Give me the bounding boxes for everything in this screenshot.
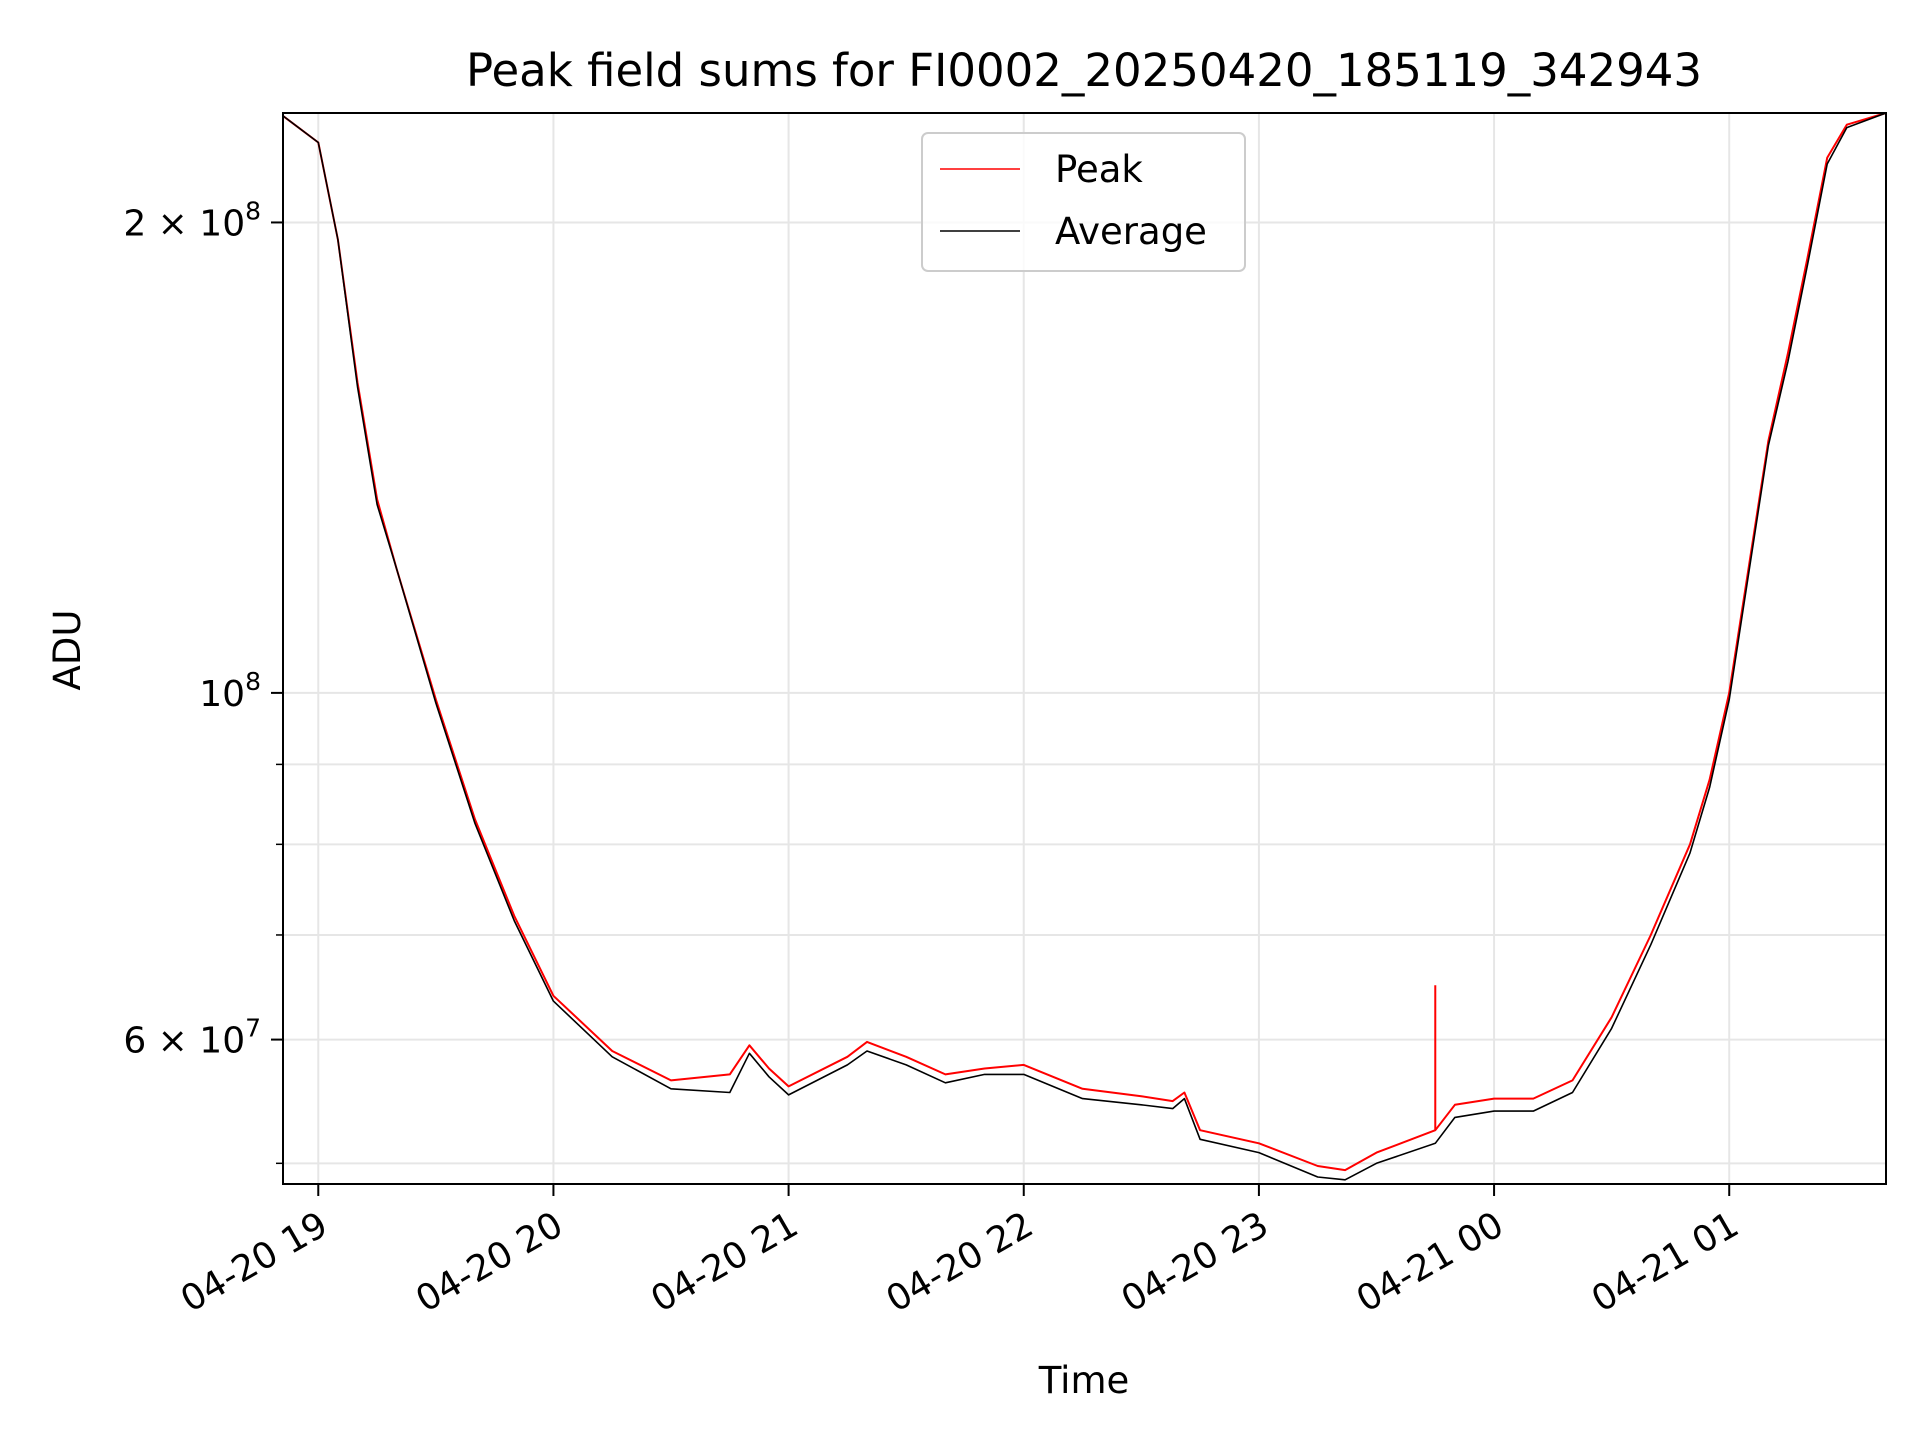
legend-label-peak: Peak — [1055, 148, 1143, 191]
legend-label-average: Average — [1055, 210, 1207, 253]
y-tick-label: 6 × 107 — [123, 1014, 261, 1062]
chart: 04-20 19 04-20 20 04-20 21 04-20 22 04-20 23… — [0, 0, 1920, 1440]
x-axis-label: Time — [1038, 1359, 1130, 1402]
chart-title: Peak field sums for FI0002_20250420_1851… — [466, 44, 1702, 97]
y-axis-label: ADU — [46, 610, 89, 691]
y-tick-label: 2 × 108 — [123, 196, 261, 244]
legend: Peak Average — [922, 133, 1245, 271]
